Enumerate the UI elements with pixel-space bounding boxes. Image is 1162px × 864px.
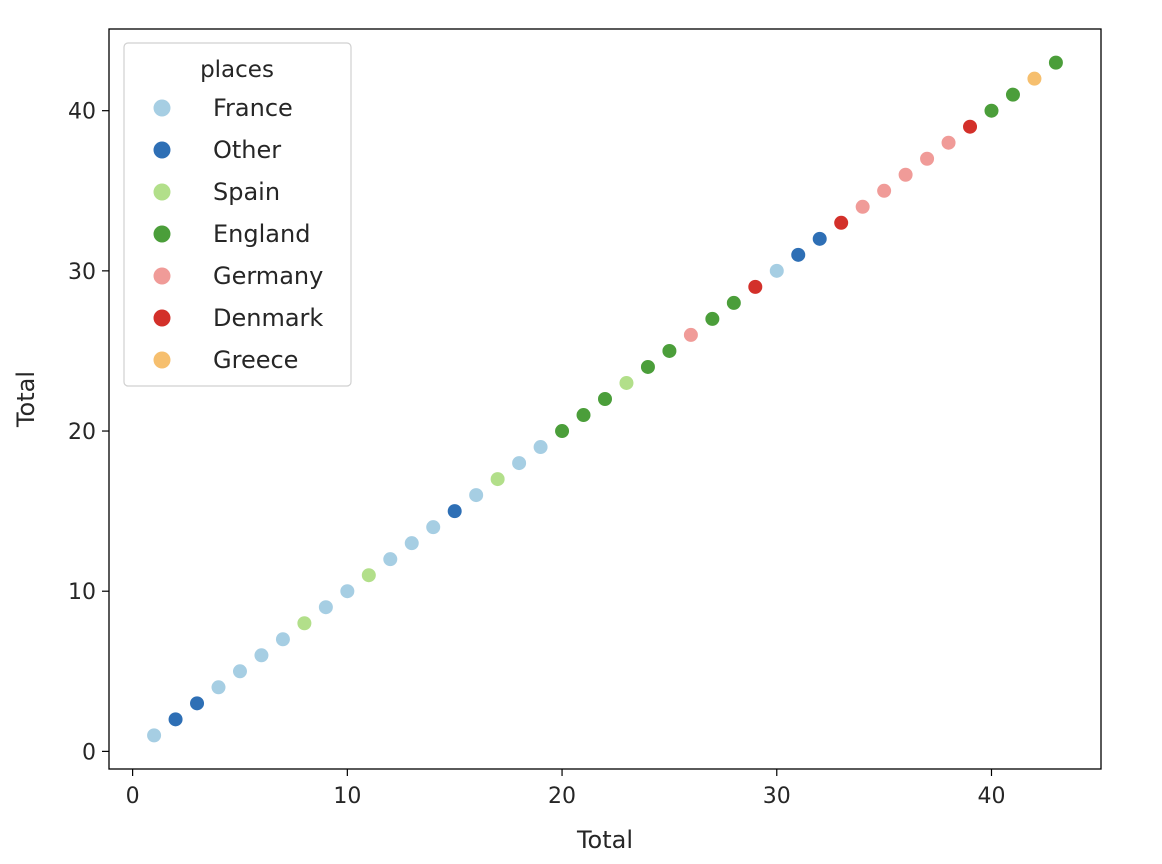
scatter-point bbox=[876, 182, 893, 199]
scatter-point bbox=[446, 503, 463, 520]
legend-label: Denmark bbox=[213, 304, 323, 332]
scatter-point bbox=[854, 198, 871, 215]
scatter-point bbox=[1004, 86, 1021, 103]
scatter-point bbox=[983, 102, 1000, 119]
scatter-point bbox=[811, 230, 828, 247]
scatter-point bbox=[682, 326, 699, 343]
scatter-point bbox=[468, 487, 485, 504]
scatter-point bbox=[146, 727, 163, 744]
scatter-point bbox=[747, 278, 764, 295]
scatter-point bbox=[274, 631, 291, 648]
legend-label: Germany bbox=[213, 262, 323, 290]
scatter-point bbox=[360, 567, 377, 584]
y-tick-label: 10 bbox=[68, 580, 96, 605]
scatter-point bbox=[554, 423, 571, 440]
scatter-point bbox=[210, 679, 227, 696]
scatter-point bbox=[489, 471, 506, 488]
scatter-point bbox=[167, 711, 184, 728]
legend-label: Spain bbox=[213, 178, 280, 206]
data-points bbox=[146, 54, 1064, 744]
x-tick-label: 20 bbox=[548, 784, 576, 809]
y-tick-label: 40 bbox=[68, 100, 96, 125]
scatter-point bbox=[296, 615, 313, 632]
scatter-point bbox=[425, 519, 442, 536]
scatter-point bbox=[919, 150, 936, 167]
legend-marker bbox=[153, 267, 171, 285]
y-tick-label: 0 bbox=[82, 740, 96, 765]
scatter-point bbox=[1047, 54, 1064, 71]
x-tick-label: 0 bbox=[126, 784, 140, 809]
scatter-point bbox=[725, 294, 742, 311]
scatter-point bbox=[253, 647, 270, 664]
x-tick-label: 10 bbox=[333, 784, 361, 809]
scatter-point bbox=[511, 455, 528, 472]
y-axis-label: Total bbox=[12, 371, 40, 428]
x-tick-label: 30 bbox=[763, 784, 791, 809]
legend-title: places bbox=[200, 57, 274, 83]
scatter-point bbox=[189, 695, 206, 712]
scatter-point bbox=[897, 166, 914, 183]
y-tick-label: 20 bbox=[68, 420, 96, 445]
x-tick-label: 40 bbox=[977, 784, 1005, 809]
scatter-point bbox=[575, 407, 592, 424]
scatter-point bbox=[317, 599, 334, 616]
y-tick-label: 30 bbox=[68, 260, 96, 285]
legend-marker bbox=[153, 183, 171, 201]
y-axis-ticks: 0 10 20 30 40 bbox=[68, 100, 109, 765]
scatter-point bbox=[833, 214, 850, 231]
scatter-point bbox=[618, 374, 635, 391]
legend-label: Greece bbox=[213, 346, 298, 374]
x-axis-label: Total bbox=[576, 826, 633, 854]
legend-marker bbox=[153, 225, 171, 243]
legend: places France Other Spain England Germany Den… bbox=[123, 42, 352, 387]
legend-marker bbox=[153, 309, 171, 327]
scatter-point bbox=[339, 583, 356, 600]
scatter-point bbox=[597, 391, 613, 407]
scatter-point bbox=[704, 310, 721, 327]
legend-label: England bbox=[213, 220, 310, 248]
legend-label: France bbox=[213, 94, 293, 122]
scatter-point bbox=[639, 358, 656, 375]
scatter-point bbox=[532, 439, 549, 456]
legend-marker bbox=[153, 99, 171, 117]
scatter-point bbox=[661, 342, 678, 359]
x-axis-ticks: 0 10 20 30 40 bbox=[126, 769, 1005, 809]
scatter-point bbox=[790, 246, 807, 263]
scatter-point bbox=[382, 551, 399, 568]
scatter-point bbox=[768, 262, 785, 279]
legend-marker bbox=[153, 351, 171, 369]
legend-box bbox=[123, 42, 352, 387]
plot-frame bbox=[108, 28, 1102, 770]
scatter-point bbox=[962, 118, 979, 135]
legend-marker bbox=[153, 141, 171, 159]
legend-label: Other bbox=[213, 136, 281, 164]
scatter-point bbox=[231, 663, 248, 680]
scatter-point bbox=[403, 535, 420, 552]
scatter-point bbox=[1026, 70, 1043, 87]
legend-items: France Other Spain England Germany Denmark Gre… bbox=[153, 94, 323, 374]
scatter-point bbox=[940, 134, 957, 151]
